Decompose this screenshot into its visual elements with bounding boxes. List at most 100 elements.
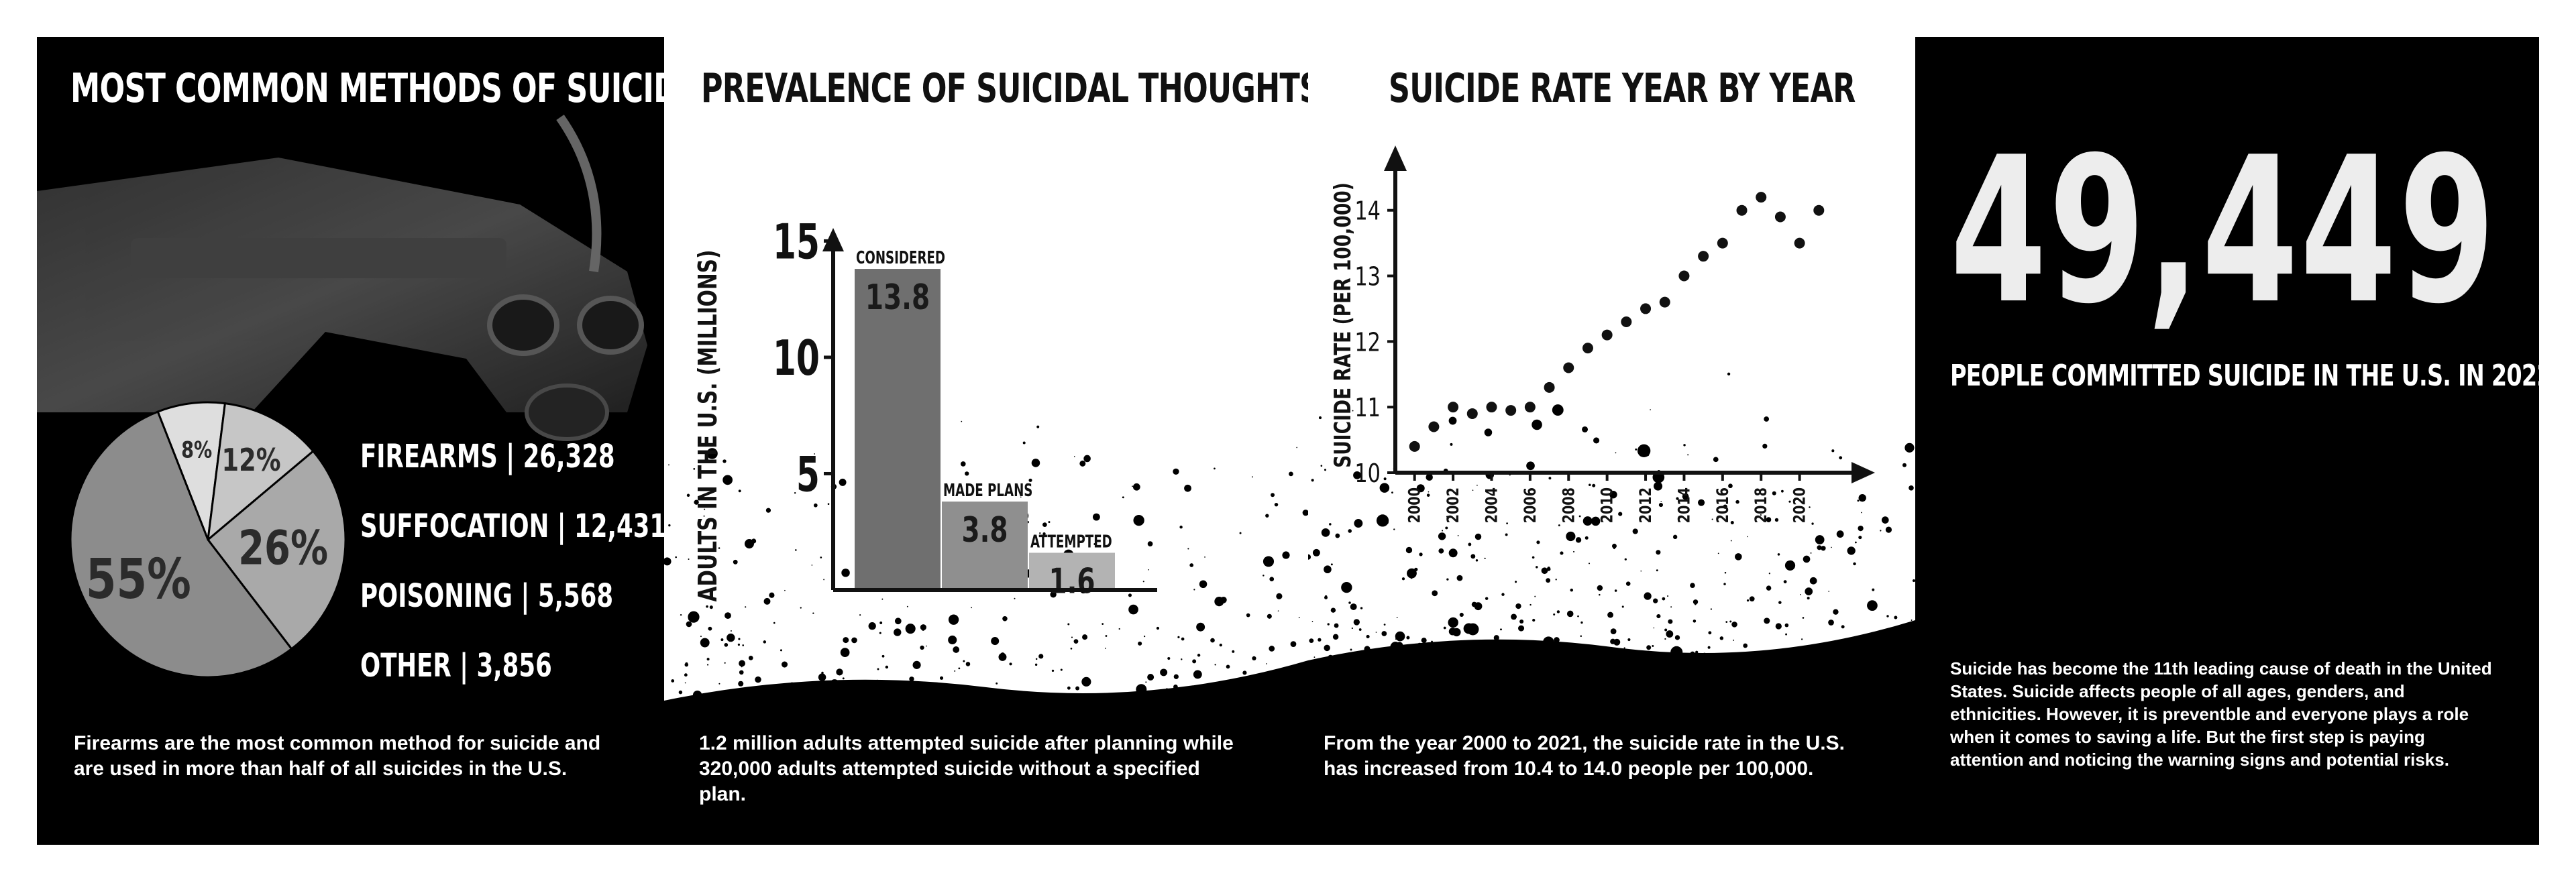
legend-count: 5,568 [537,577,614,615]
x-tick-label: 2018 [1752,487,1771,523]
legend-separator: | [451,647,477,685]
legend-entry-other: OTHER | 3,856 [360,647,552,685]
bar-value-label: 13.8 [865,276,930,317]
data-point [1544,381,1555,393]
legend-count: 26,328 [523,438,615,475]
legend-count: 12,431 [574,508,664,545]
methods-pie-chart: 8% 12% 26% 55% [69,401,347,679]
y-axis-label: ADULTS IN THE U.S. (MILLIONS) [693,249,723,601]
data-point [1640,303,1652,314]
x-tick-label: 2016 [1714,487,1733,523]
splatter-texture [1308,372,1915,845]
data-point [1813,204,1825,216]
x-tick-label: 2008 [1560,487,1578,523]
x-tick-label: 2012 [1637,487,1656,523]
data-point [1563,362,1574,373]
handgun-illustration [37,114,647,441]
data-point [1698,251,1709,262]
data-point [1409,440,1420,452]
data-point [1794,237,1805,249]
splatter-base [1308,620,1915,845]
legend-separator: | [497,438,523,475]
pie-slice-suffocation [206,449,347,650]
data-point [1659,296,1670,308]
legend-entry-suffocation: SUFFOCATION | 12,431 [360,508,664,545]
x-tick-label: 2004 [1483,487,1501,523]
thoughts-panel: PREVALENCE OF SUICIDAL THOUGHTS CONSIDER… [664,37,1308,845]
data-point [1774,211,1786,223]
x-tick-label: 2006 [1521,487,1540,523]
bar-category-label: CONSIDERED [856,248,945,268]
x-tick-label: 2010 [1599,487,1617,523]
x-tick-label: 2014 [1675,487,1694,523]
x-tick-label: 2000 [1406,487,1425,523]
pie-slice-poisoning [207,402,315,542]
pie-percent-label-firearms: 55% [86,547,191,611]
y-tick-label: 13 [1354,262,1381,292]
data-point [1621,316,1632,327]
data-point [1524,402,1536,413]
data-point [1678,270,1690,282]
rate-scatter-chart: 10 11 12 13 14 2000 2002 2004 2006 2008 2010 2012 20… [1330,145,1875,523]
thoughts-bar-chart: CONSIDERED 13.8 MADE PLANS 3.8 ATTEMPTED 1.6 5… [693,213,1157,602]
bar-category-label: ATTEMPTED [1030,532,1112,552]
data-point [1428,421,1440,432]
legend-label: POISONING [360,577,513,615]
thoughts-caption: 1.2 million adults attempted suicide aft… [699,732,1234,805]
pie-slice-other [156,401,227,540]
methods-background [37,114,647,441]
data-point [1601,329,1613,341]
y-tick-label: 5 [796,446,820,503]
y-tick-label: 14 [1354,196,1381,226]
legend-label: FIREARMS [360,438,498,475]
rate-panel: SUICIDE RATE YEAR BY YEAR 10 11 12 13 14 2000… [1308,37,1915,845]
total-panel: 49,449 PEOPLE COMMITTED SUICIDE IN THE U… [1915,37,2539,845]
y-tick-label: 10 [773,330,820,387]
legend-label: OTHER [360,647,451,685]
x-tick-label: 2002 [1444,487,1463,523]
x-axis-arrow [1851,462,1875,483]
y-axis-label: SUICIDE RATE (PER 100,000) [1330,182,1356,468]
legend-separator: | [513,577,538,615]
data-point [1486,402,1497,413]
total-subtitle: PEOPLE COMMITTED SUICIDE IN THE U.S. IN … [1950,359,2539,393]
y-axis-arrow [1384,145,1407,171]
rate-caption: From the year 2000 to 2021, the suicide … [1324,732,1845,780]
splatter-dots [1308,372,1915,725]
data-point [1466,408,1478,419]
legend-entry-poisoning: POISONING | 5,568 [360,577,613,615]
legend-label: SUFFOCATION [360,508,549,545]
methods-title: MOST COMMON METHODS OF SUICIDE [70,65,664,112]
methods-panel: MOST COMMON METHODS OF SUICIDE 8% 12% 26% 5… [37,37,664,845]
methods-caption: Firearms are the most common method for … [74,732,601,780]
y-tick-label: 15 [773,213,820,270]
pie-percent-label-poisoning: 12% [222,442,281,478]
data-point [1756,192,1767,203]
total-caption: Suicide has become the 11th leading caus… [1950,658,2492,770]
y-tick-label: 12 [1354,328,1381,357]
x-tick-label: 2020 [1791,487,1810,523]
pie-percent-label-other: 8% [181,437,212,464]
data-point [1736,204,1748,216]
bar-attempted [1029,552,1115,590]
data-point [1505,405,1517,416]
data-point [1582,343,1593,354]
bar-made-plans [942,502,1028,590]
thoughts-title: PREVALENCE OF SUICIDAL THOUGHTS [701,65,1308,112]
rate-title: SUICIDE RATE YEAR BY YEAR [1389,65,1856,112]
splatter-base [664,660,1308,845]
bar-category-label: MADE PLANS [943,481,1032,501]
total-number: 49,449 [1950,114,2498,348]
bar-considered [855,269,941,590]
y-tick-label: 10 [1354,459,1381,489]
bar-value-label: 3.8 [961,509,1008,550]
legend-separator: | [549,508,575,545]
y-tick-label: 11 [1354,394,1381,423]
data-point [1717,237,1728,249]
data-point [1448,402,1459,413]
legend-count: 3,856 [476,647,552,685]
pie-percent-label-suffocation: 26% [238,521,328,576]
pie-slice-firearms [69,410,293,679]
bar-value-label: 1.6 [1049,561,1095,601]
legend-entry-firearms: FIREARMS | 26,328 [360,438,615,475]
